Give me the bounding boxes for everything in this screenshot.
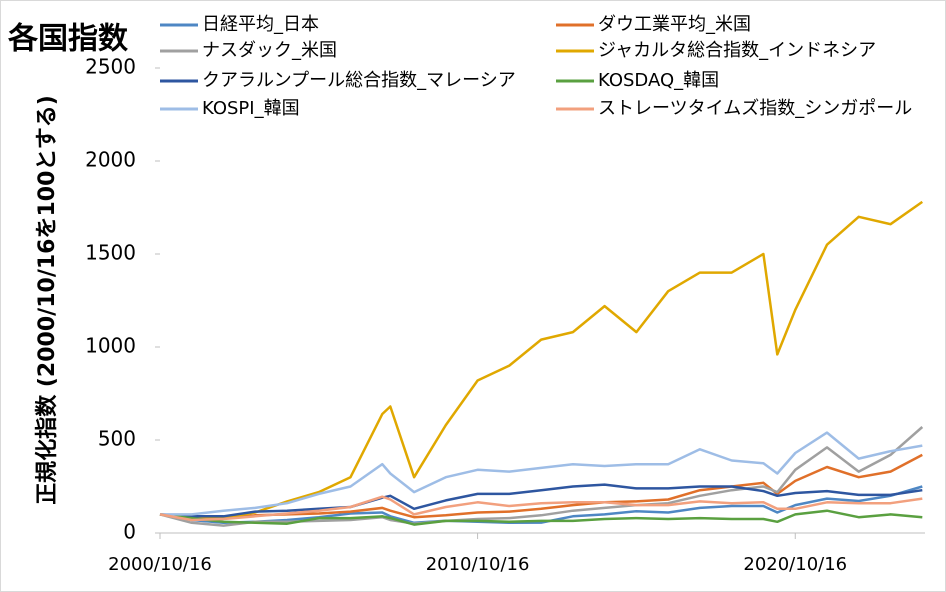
- y-tick-label: 2000: [85, 148, 136, 172]
- legend-label: クアラルンプール総合指数_マレーシア: [202, 70, 516, 91]
- legend-label: KOSDAQ_韓国: [598, 70, 719, 91]
- series-line: [159, 200, 924, 520]
- series-line: [159, 453, 923, 520]
- y-tick-label: 1000: [85, 334, 136, 358]
- series-line: [159, 509, 923, 526]
- legend-label: ジャカルタ総合指数_インドネシア: [598, 40, 876, 61]
- y-tick-label: 0: [123, 520, 136, 544]
- x-tick-label: 2000/10/16: [108, 554, 212, 575]
- x-tick-label: 2020/10/16: [743, 554, 847, 575]
- legend-label: 日経平均_日本: [202, 14, 319, 35]
- legend-label: ナスダック_米国: [202, 40, 337, 61]
- series-line: [159, 483, 923, 518]
- y-tick-label: 2500: [85, 55, 136, 79]
- y-axis-label: 正規化指数 (2000/10/16を100とする): [34, 95, 60, 505]
- legend-label: ストレーツタイムズ指数_シンガポール: [598, 98, 912, 119]
- legend-label: ダウ工業平均_米国: [598, 14, 751, 35]
- y-tick-label: 1500: [85, 241, 136, 265]
- y-tick-label: 500: [98, 427, 136, 451]
- chart-title: 各国指数: [7, 22, 129, 57]
- series-line: [159, 495, 923, 522]
- legend-label: KOSPI_韓国: [202, 98, 300, 119]
- series-line: [160, 431, 923, 516]
- x-tick-label: 2010/10/16: [426, 554, 530, 575]
